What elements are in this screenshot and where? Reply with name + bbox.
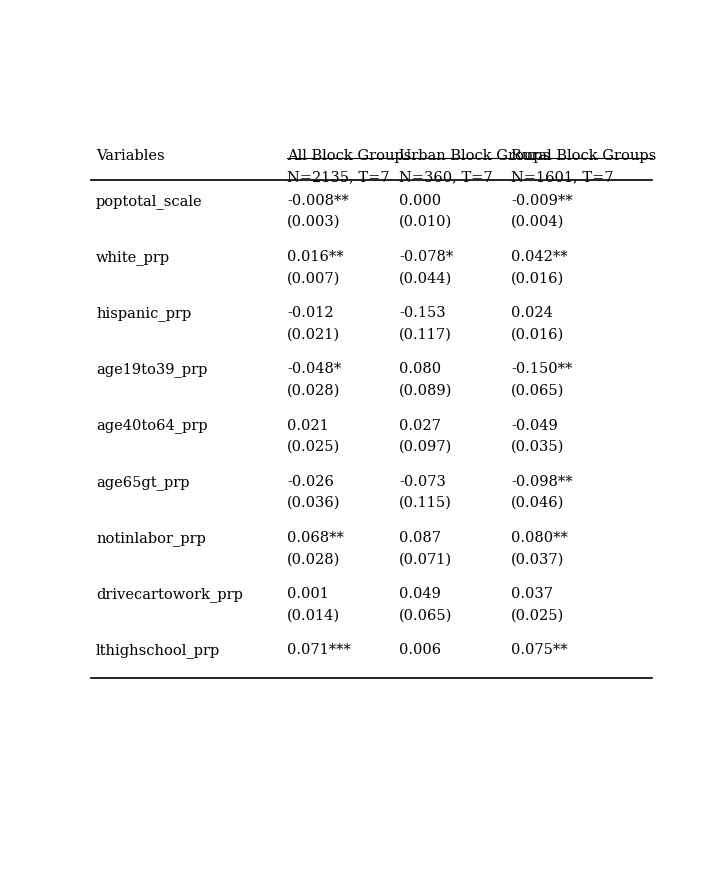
Text: (0.010): (0.010)	[399, 215, 452, 229]
Text: (0.035): (0.035)	[511, 440, 565, 454]
Text: Urban Block Groups: Urban Block Groups	[399, 150, 550, 163]
Text: -0.008**: -0.008**	[287, 194, 349, 208]
Text: 0.080: 0.080	[399, 362, 441, 376]
Text: 0.016**: 0.016**	[287, 250, 343, 264]
Text: N=2135, T=7: N=2135, T=7	[287, 170, 390, 184]
Text: (0.071): (0.071)	[399, 552, 452, 566]
Text: (0.036): (0.036)	[287, 496, 340, 510]
Text: (0.115): (0.115)	[399, 496, 452, 510]
Text: notinlabor_prp: notinlabor_prp	[96, 531, 206, 546]
Text: 0.049: 0.049	[399, 587, 441, 602]
Text: (0.025): (0.025)	[287, 440, 340, 454]
Text: age65gt_prp: age65gt_prp	[96, 474, 190, 490]
Text: age40to64_prp: age40to64_prp	[96, 418, 208, 433]
Text: lthighschool_prp: lthighschool_prp	[96, 643, 220, 659]
Text: 0.068**: 0.068**	[287, 531, 344, 545]
Text: (0.003): (0.003)	[287, 215, 340, 229]
Text: 0.071***: 0.071***	[287, 643, 350, 658]
Text: -0.073: -0.073	[399, 474, 446, 489]
Text: -0.026: -0.026	[287, 474, 334, 489]
Text: (0.014): (0.014)	[287, 609, 340, 622]
Text: All Block Groups: All Block Groups	[287, 150, 411, 163]
Text: (0.028): (0.028)	[287, 552, 340, 566]
Text: age19to39_prp: age19to39_prp	[96, 362, 208, 377]
Text: 0.006: 0.006	[399, 643, 441, 658]
Text: (0.046): (0.046)	[511, 496, 565, 510]
Text: -0.048*: -0.048*	[287, 362, 341, 376]
Text: (0.016): (0.016)	[511, 271, 565, 286]
Text: 0.042**: 0.042**	[511, 250, 568, 264]
Text: 0.001: 0.001	[287, 587, 329, 602]
Text: (0.065): (0.065)	[511, 384, 565, 398]
Text: (0.065): (0.065)	[399, 609, 452, 622]
Text: -0.009**: -0.009**	[511, 194, 573, 208]
Text: N=1601, T=7: N=1601, T=7	[511, 170, 614, 184]
Text: 0.087: 0.087	[399, 531, 441, 545]
Text: -0.098**: -0.098**	[511, 474, 573, 489]
Text: -0.049: -0.049	[511, 418, 558, 433]
Text: Rural Block Groups: Rural Block Groups	[511, 150, 657, 163]
Text: 0.024: 0.024	[511, 306, 553, 320]
Text: -0.153: -0.153	[399, 306, 446, 320]
Text: (0.025): (0.025)	[511, 609, 565, 622]
Text: (0.117): (0.117)	[399, 328, 452, 342]
Text: poptotal_scale: poptotal_scale	[96, 194, 203, 209]
Text: (0.004): (0.004)	[511, 215, 565, 229]
Text: (0.021): (0.021)	[287, 328, 340, 342]
Text: drivecartowork_prp: drivecartowork_prp	[96, 587, 243, 602]
Text: N=360, T=7: N=360, T=7	[399, 170, 493, 184]
Text: (0.028): (0.028)	[287, 384, 340, 398]
Text: 0.021: 0.021	[287, 418, 329, 433]
Text: 0.000: 0.000	[399, 194, 441, 208]
Text: -0.078*: -0.078*	[399, 250, 453, 264]
Text: (0.089): (0.089)	[399, 384, 452, 398]
Text: 0.080**: 0.080**	[511, 531, 568, 545]
Text: Variables: Variables	[96, 150, 165, 163]
Text: (0.016): (0.016)	[511, 328, 565, 342]
Text: 0.027: 0.027	[399, 418, 441, 433]
Text: hispanic_prp: hispanic_prp	[96, 306, 191, 321]
Text: 0.037: 0.037	[511, 587, 553, 602]
Text: 0.075**: 0.075**	[511, 643, 568, 658]
Text: (0.037): (0.037)	[511, 552, 565, 566]
Text: white_prp: white_prp	[96, 250, 170, 265]
Text: (0.044): (0.044)	[399, 271, 452, 286]
Text: -0.012: -0.012	[287, 306, 334, 320]
Text: (0.007): (0.007)	[287, 271, 340, 286]
Text: -0.150**: -0.150**	[511, 362, 573, 376]
Text: (0.097): (0.097)	[399, 440, 452, 454]
